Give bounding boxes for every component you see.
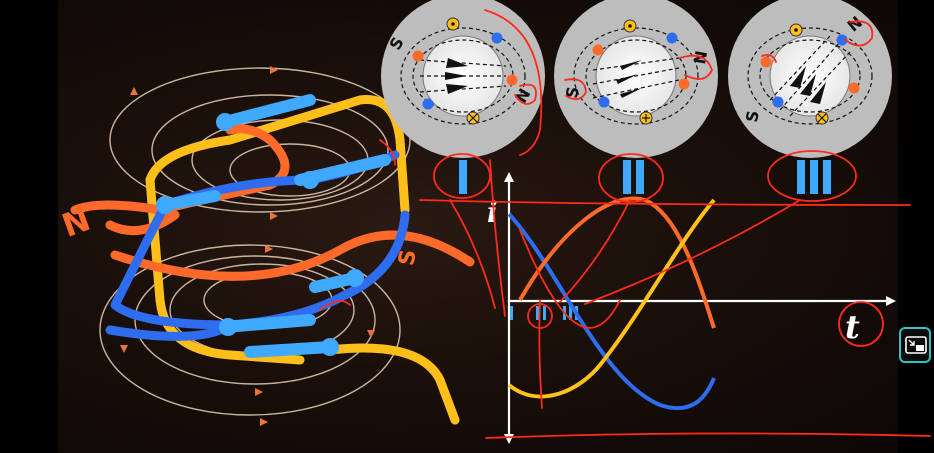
panel-numeral-bars	[459, 160, 831, 194]
coil-south-label: S	[394, 248, 421, 268]
annotation-scribble	[514, 83, 537, 105]
field-arrow	[255, 388, 263, 396]
annotation-circle	[767, 150, 857, 202]
numeral-III-bar	[810, 160, 818, 194]
field-arrow	[270, 212, 278, 220]
flux-arrow-icon	[446, 58, 468, 68]
y-axis-label: i	[487, 196, 498, 229]
field-arrow	[265, 245, 273, 253]
coil-highlights	[159, 94, 391, 358]
field-line	[109, 67, 411, 213]
annotation-scribble	[564, 78, 587, 101]
pole-south-label: S	[742, 109, 763, 124]
annotation-circle	[598, 153, 664, 203]
picture-in-picture-icon	[905, 336, 927, 354]
stator-panel-2: S N	[554, 0, 718, 158]
x-axis-label: t	[845, 308, 860, 346]
annotation-stroke	[538, 299, 543, 409]
conductor-orange	[412, 50, 424, 62]
annotation-circle	[433, 153, 491, 199]
annotation-arrow	[584, 199, 801, 305]
numeral-II-bar	[623, 160, 631, 194]
numeral-III-bar	[823, 160, 831, 194]
annotation-scribble	[519, 229, 621, 329]
numeral-III-bar	[797, 160, 805, 194]
phase-tick-II	[536, 306, 539, 320]
picture-in-picture-button[interactable]	[899, 327, 931, 363]
annotation-underline	[485, 432, 931, 439]
field-line	[134, 255, 376, 385]
conductor-blue	[491, 32, 503, 44]
annotation-underline	[419, 199, 911, 206]
y-axis-arrow-icon	[504, 172, 514, 182]
field-line	[151, 94, 389, 206]
flux-arrow-icon	[790, 66, 806, 88]
conductor-blue	[422, 98, 434, 110]
annotation-arrow	[559, 199, 631, 303]
numeral-II-bar	[636, 160, 644, 194]
y-axis-arrow-down-icon	[504, 434, 514, 444]
annotation-scribble	[844, 20, 874, 47]
flux-arrow-icon	[620, 88, 642, 98]
flux-arrow-icon	[445, 72, 467, 80]
flux-arrow-icon	[800, 74, 816, 96]
current-graph: i t	[487, 172, 896, 444]
stator-panel-3: S N	[728, 0, 892, 158]
field-arrow	[130, 87, 138, 95]
field-line	[99, 244, 401, 416]
conductor-orange	[506, 74, 518, 86]
field-arrow	[270, 66, 278, 74]
annotation-stroke	[319, 300, 351, 311]
x-axis-arrow-icon	[886, 296, 896, 306]
annotation-scribble	[679, 54, 713, 80]
field-arrow	[120, 345, 128, 353]
annotation-stroke	[484, 9, 543, 156]
flux-arrow-icon	[616, 74, 638, 84]
coil-nodes	[156, 113, 364, 356]
annotation-circle	[838, 301, 884, 347]
flux-arrow-icon	[620, 60, 642, 70]
annotation-arrow	[449, 199, 496, 309]
field-arrow	[260, 418, 268, 426]
annotation-stroke	[379, 139, 396, 166]
pen-annotations	[319, 9, 931, 439]
phase-tick-I	[510, 306, 513, 320]
numeral-I-bar	[459, 160, 467, 194]
flux-arrow-icon	[446, 84, 468, 94]
phase-tick-II	[543, 306, 546, 320]
flux-arrow-icon	[810, 82, 826, 104]
phase-curve-yellow	[507, 198, 716, 399]
annotation-scribble	[761, 53, 777, 63]
field-arrow	[367, 330, 375, 338]
stator-panel-1: S N	[381, 0, 545, 158]
phase-tick-III	[569, 306, 572, 320]
annotation-stroke	[489, 159, 506, 317]
